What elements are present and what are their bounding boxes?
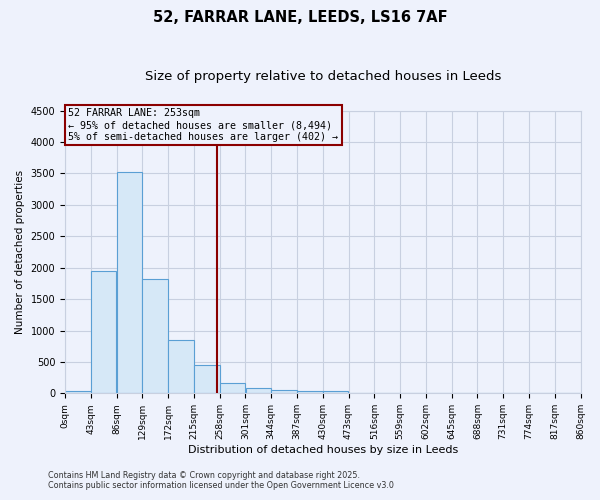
Bar xyxy=(271,390,297,394)
Title: Size of property relative to detached houses in Leeds: Size of property relative to detached ho… xyxy=(145,70,501,83)
Y-axis label: Number of detached properties: Number of detached properties xyxy=(15,170,25,334)
Bar xyxy=(142,279,168,394)
X-axis label: Distribution of detached houses by size in Leeds: Distribution of detached houses by size … xyxy=(188,445,458,455)
Bar xyxy=(245,388,271,394)
Bar xyxy=(65,392,91,394)
Bar xyxy=(297,391,323,394)
Bar xyxy=(220,384,245,394)
Bar xyxy=(117,172,142,394)
Bar xyxy=(323,391,349,394)
Bar xyxy=(194,365,220,394)
Bar xyxy=(168,340,194,394)
Text: 52 FARRAR LANE: 253sqm
← 95% of detached houses are smaller (8,494)
5% of semi-d: 52 FARRAR LANE: 253sqm ← 95% of detached… xyxy=(68,108,338,142)
Text: Contains HM Land Registry data © Crown copyright and database right 2025.
Contai: Contains HM Land Registry data © Crown c… xyxy=(48,470,394,490)
Text: 52, FARRAR LANE, LEEDS, LS16 7AF: 52, FARRAR LANE, LEEDS, LS16 7AF xyxy=(152,10,448,25)
Bar xyxy=(91,271,116,394)
